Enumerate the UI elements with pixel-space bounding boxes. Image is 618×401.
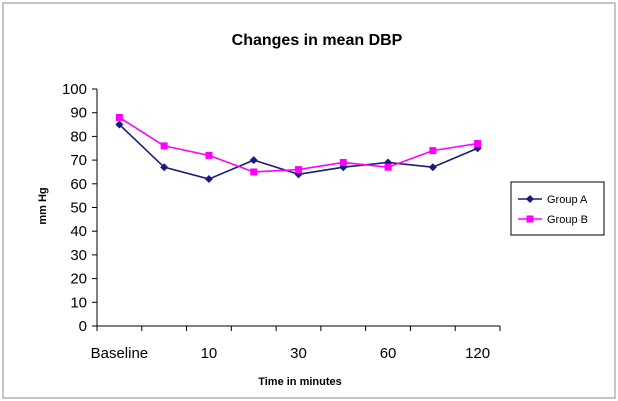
x-axis-ticks: Baseline 10 30 60 120 [91,326,501,362]
data-point [205,151,213,159]
data-point [160,142,168,150]
x-tick-label: 120 [465,345,490,362]
y-tick-label: 90 [70,105,87,122]
data-point [249,156,258,165]
y-axis-label: mm Hg [37,187,49,224]
legend: Group A Group B [510,181,605,236]
data-point [384,163,392,171]
data-point [115,113,123,121]
data-point [339,158,347,166]
chart-title: Changes in mean DBP [232,32,403,49]
y-tick-label: 60 [70,176,87,193]
y-tick-label: 80 [70,128,87,145]
y-tick-label: 100 [62,81,87,98]
legend-label-2: Group B [547,214,588,226]
data-point [474,140,482,148]
y-tick-label: 50 [70,200,87,217]
y-tick-label: 0 [79,318,87,335]
data-point [429,147,437,155]
x-tick-label: 60 [380,345,397,362]
y-tick-label: 30 [70,247,87,264]
data-point [204,175,213,184]
y-tick-label: 20 [70,271,87,288]
legend-label-1: Group A [547,194,588,206]
series-layer [115,113,482,184]
x-tick-label: Baseline [91,345,149,362]
data-point [160,163,169,172]
data-point [428,163,437,172]
y-tick-label: 10 [70,294,87,311]
x-axis-label: Time in minutes [258,376,342,388]
y-tick-label: 70 [70,152,87,169]
x-tick-label: 30 [290,345,307,362]
legend-marker-1 [526,195,534,203]
data-point [295,166,302,174]
y-axis-ticks: 0 10 20 30 40 50 60 70 80 90 100 [62,81,97,335]
data-point [250,168,258,176]
legend-marker-2 [526,215,534,223]
legend-box [510,181,605,236]
y-tick-label: 40 [70,223,87,240]
x-tick-label: 10 [201,345,218,362]
data-point [115,120,124,129]
